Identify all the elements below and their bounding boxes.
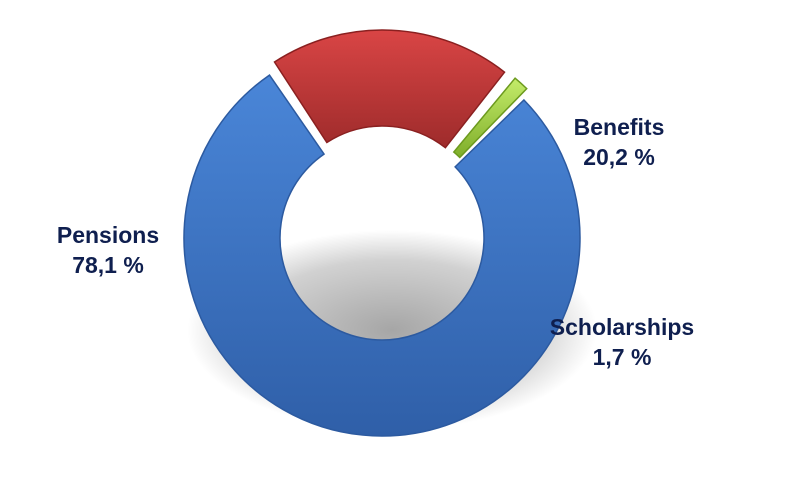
slice-value-benefits: 20,2 %	[583, 144, 655, 170]
slice-pensions	[183, 74, 581, 437]
slice-label-benefits: Benefits	[574, 114, 665, 140]
labels-layer: Pensions 78,1 % Benefits 20,2 % Scholarships…	[57, 114, 694, 370]
slice-value-scholarships: 1,7 %	[593, 344, 652, 370]
slice-label-scholarships: Scholarships	[550, 314, 694, 340]
slice-scholarships	[452, 77, 528, 159]
slice-benefits	[273, 29, 506, 149]
slices-layer	[183, 29, 581, 437]
slice-value-pensions: 78,1 %	[72, 252, 144, 278]
slice-label-pensions: Pensions	[57, 222, 159, 248]
